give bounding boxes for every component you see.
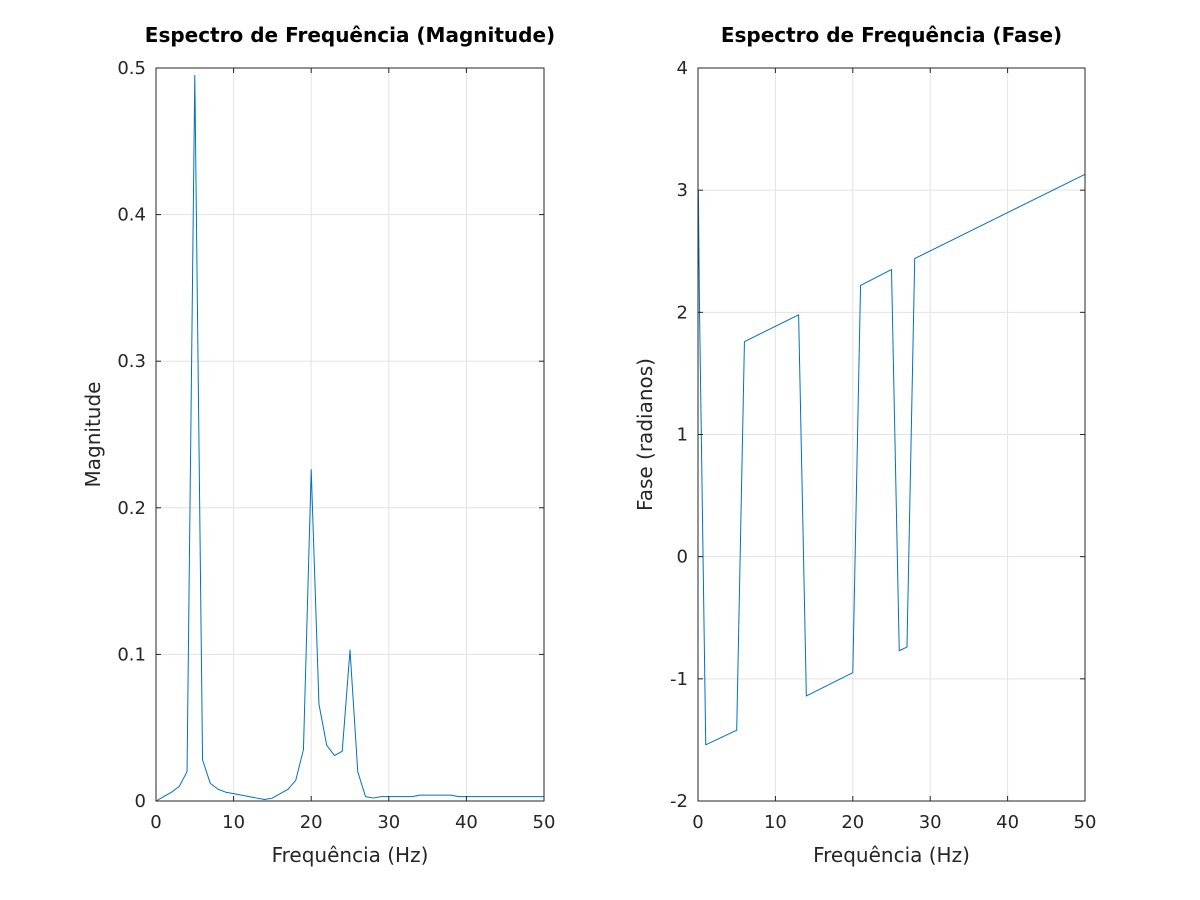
- y-axis-label: Magnitude: [81, 382, 105, 488]
- chart-title: Espectro de Frequência (Magnitude): [145, 23, 555, 47]
- y-tick-label: 0.3: [117, 351, 146, 372]
- y-tick-label: 2: [677, 302, 688, 323]
- x-tick-label: 50: [1074, 812, 1097, 833]
- x-tick-label: 10: [222, 812, 245, 833]
- y-tick-label: 0.5: [117, 58, 146, 79]
- plot-phase: 0 10 20 30 40 50 -2 -1 0 1 2 3 4 Espectro de Frequênc…: [633, 23, 1096, 867]
- x-tick-label: 20: [300, 812, 323, 833]
- y-tick-label: 0.2: [117, 498, 146, 519]
- y-axis-label: Fase (radianos): [633, 358, 657, 511]
- series-line: [155, 74, 544, 802]
- x-tick-label: 0: [692, 812, 703, 833]
- series-line: [697, 173, 1086, 746]
- y-tick-label: 0: [677, 547, 688, 568]
- x-axis-label: Frequência (Hz): [813, 843, 970, 867]
- y-tick-label: -1: [670, 669, 688, 690]
- plot-magnitude: 0 10 20 30 40 50 0 0.1 0.2 0.3 0.4 0.5 Espectro de F…: [81, 23, 555, 867]
- y-tick-label: 4: [677, 58, 688, 79]
- chart-title: Espectro de Frequência (Fase): [721, 23, 1062, 47]
- x-tick-label: 10: [764, 812, 787, 833]
- y-tick-label: 0.4: [117, 205, 146, 226]
- y-tick-label: 0: [135, 791, 146, 812]
- axes-box: [155, 67, 545, 802]
- y-tick-label: 3: [677, 180, 688, 201]
- x-tick-label: 30: [377, 812, 400, 833]
- y-tick-label: 1: [677, 425, 688, 446]
- x-tick-label: 30: [919, 812, 942, 833]
- x-tick-label: 50: [533, 812, 556, 833]
- y-tick-label: 0.1: [117, 644, 146, 665]
- y-tick-label: -2: [670, 791, 688, 812]
- x-tick-label: 40: [455, 812, 478, 833]
- x-axis-label: Frequência (Hz): [272, 843, 429, 867]
- x-tick-label: 20: [841, 812, 864, 833]
- x-tick-label: 40: [996, 812, 1019, 833]
- plot-area: [156, 68, 544, 801]
- x-tick-label: 0: [150, 812, 161, 833]
